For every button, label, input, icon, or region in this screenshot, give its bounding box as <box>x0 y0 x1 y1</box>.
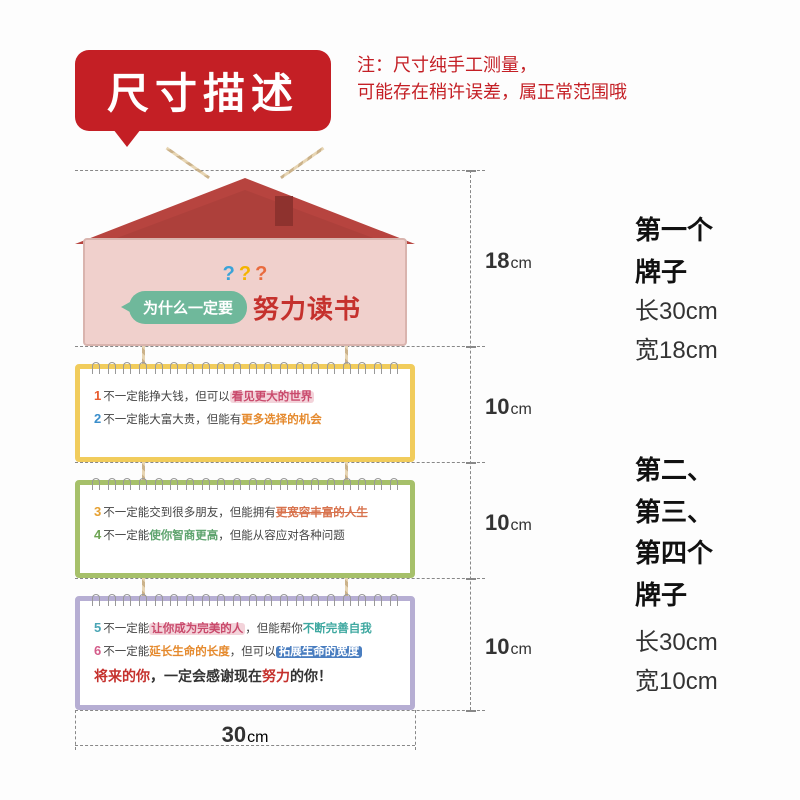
dash-h-4 <box>75 710 485 711</box>
card-3-line-2: 6不一定能延长生命的长度，但可以拓展生命的宽度 <box>94 640 396 663</box>
note-line-1: 注：尺寸纯手工测量， <box>357 52 627 79</box>
dash-v-br <box>415 710 416 750</box>
hanger-big-text: 努力读书 <box>253 289 361 326</box>
ring-binding-icon <box>92 362 398 374</box>
dim-h-2: 10cm <box>485 394 532 420</box>
right-block-2: 第二、第三、 第四个牌子 长30cm 宽10cm <box>635 450 725 701</box>
product-column: ? ? ? 为什么一定要 努力读书 1不一定能挣大钱，但可以看见更大的世界 2不… <box>75 178 415 710</box>
card-3: 5不一定能让你成为完美的人，但能帮你不断完善自我 6不一定能延长生命的长度，但可… <box>75 596 415 710</box>
right-block-1-length: 长30cm <box>635 293 725 331</box>
card-3-line-1: 5不一定能让你成为完美的人，但能帮你不断完善自我 <box>94 617 396 640</box>
ring-binding-icon <box>92 478 398 490</box>
card-2-line-2: 4不一定能使你智商更高，但能从容应对各种问题 <box>94 524 396 547</box>
card-2: 3不一定能交到很多朋友，但能拥有更宽容丰富的人生 4不一定能使你智商更高，但能从… <box>75 480 415 578</box>
right-block-1-title: 第一个牌子 <box>635 210 725 293</box>
card-3-footer: 将来的你，一定会感谢现在努力的你！ <box>94 666 396 686</box>
ring-binding-icon <box>92 594 398 606</box>
dim-h-4: 10cm <box>485 634 532 660</box>
right-block-2-width: 宽10cm <box>635 663 725 701</box>
dim-h-1: 18cm <box>485 248 532 274</box>
card-1: 1不一定能挣大钱，但可以看见更大的世界 2不一定能大富大贵，但能有更多选择的机会 <box>75 364 415 462</box>
question-marks: ? ? ? <box>223 263 268 287</box>
rope-icon <box>165 148 325 198</box>
card-1-line-1: 1不一定能挣大钱，但可以看见更大的世界 <box>94 385 396 408</box>
dash-v-right <box>470 170 471 710</box>
dim-h-3: 10cm <box>485 510 532 536</box>
card-1-line-2: 2不一定能大富大贵，但能有更多选择的机会 <box>94 408 396 431</box>
dim-width: 30cm <box>75 722 415 748</box>
title-badge: 尺寸描述 <box>75 50 331 131</box>
right-block-1: 第一个牌子 长30cm 宽18cm <box>635 210 725 370</box>
hanger-sign: ? ? ? 为什么一定要 努力读书 <box>75 178 415 346</box>
hanger-body: ? ? ? 为什么一定要 努力读书 <box>83 238 407 346</box>
note-block: 注：尺寸纯手工测量， 可能存在稍许误差，属正常范围哦 <box>357 52 627 106</box>
header-row: 尺寸描述 注：尺寸纯手工测量， 可能存在稍许误差，属正常范围哦 <box>0 0 800 141</box>
speech-bubble: 为什么一定要 <box>129 291 247 324</box>
stage: 18cm 10cm 10cm 10cm 30cm 第一个牌子 长30cm 宽18… <box>75 140 725 770</box>
right-block-2-title-l1: 第二、第三、 <box>635 450 725 533</box>
right-block-1-width: 宽18cm <box>635 332 725 370</box>
note-line-2: 可能存在稍许误差，属正常范围哦 <box>357 79 627 106</box>
card-2-line-1: 3不一定能交到很多朋友，但能拥有更宽容丰富的人生 <box>94 501 396 524</box>
right-block-2-length: 长30cm <box>635 624 725 662</box>
right-block-2-title-l2: 第四个牌子 <box>635 533 725 616</box>
